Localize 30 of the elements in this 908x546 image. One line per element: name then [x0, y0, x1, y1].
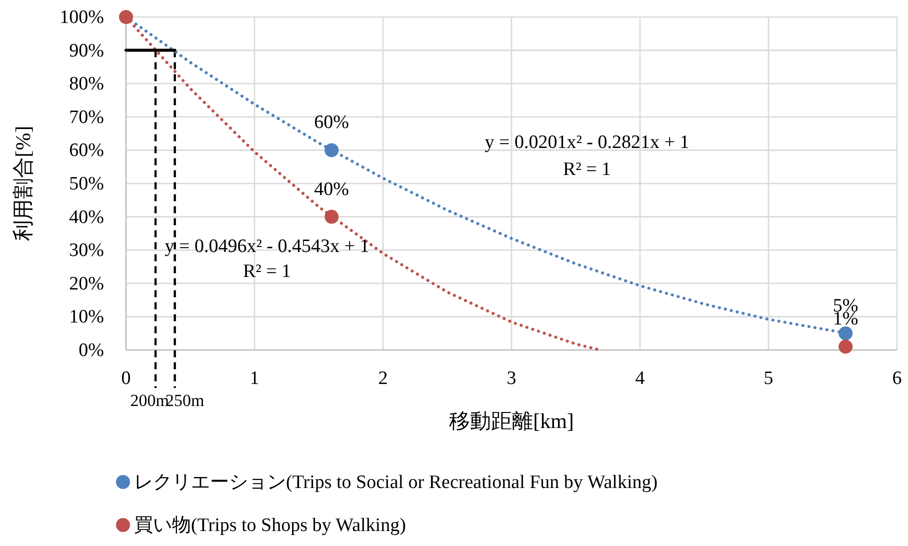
y-tick-label: 0% [78, 340, 104, 361]
x-tick-label: 3 [506, 368, 516, 389]
y-tick-label: 60% [69, 140, 104, 162]
y-tick-label: 90% [69, 40, 104, 62]
annotation: y = 0.0201x² - 0.2821x + 1 [484, 132, 690, 153]
point [838, 326, 853, 340]
annotation: R² = 1 [242, 261, 292, 282]
x-tick-label: 0 [121, 368, 131, 389]
y-tick-label: 10% [69, 306, 104, 328]
data-label: 60% [314, 112, 350, 134]
y-tick-label: 30% [69, 240, 104, 262]
y-tick-label: 100% [60, 7, 104, 28]
point [838, 340, 853, 354]
x-tick-label: 4 [635, 368, 646, 389]
annotation: R² = 1 [562, 159, 612, 180]
y-axis-title: 利用割合[%] [11, 126, 35, 242]
point [324, 143, 339, 158]
x-axis-title: 移動距離[km] [449, 409, 574, 433]
x-tick-label: 6 [892, 368, 902, 389]
x-tick-label: 2 [378, 368, 388, 389]
point [324, 210, 339, 224]
data-label: 40% [314, 178, 350, 200]
x-tick-label: 1 [250, 368, 260, 389]
y-tick-label: 20% [69, 273, 104, 294]
y-tick-label: 50% [69, 174, 104, 194]
point [119, 10, 133, 24]
y-tick-label: 40% [69, 206, 104, 228]
y-tick-label: 80% [69, 74, 104, 95]
x-tick-label: 5 [764, 368, 774, 389]
y-tick-label: 70% [69, 106, 104, 128]
